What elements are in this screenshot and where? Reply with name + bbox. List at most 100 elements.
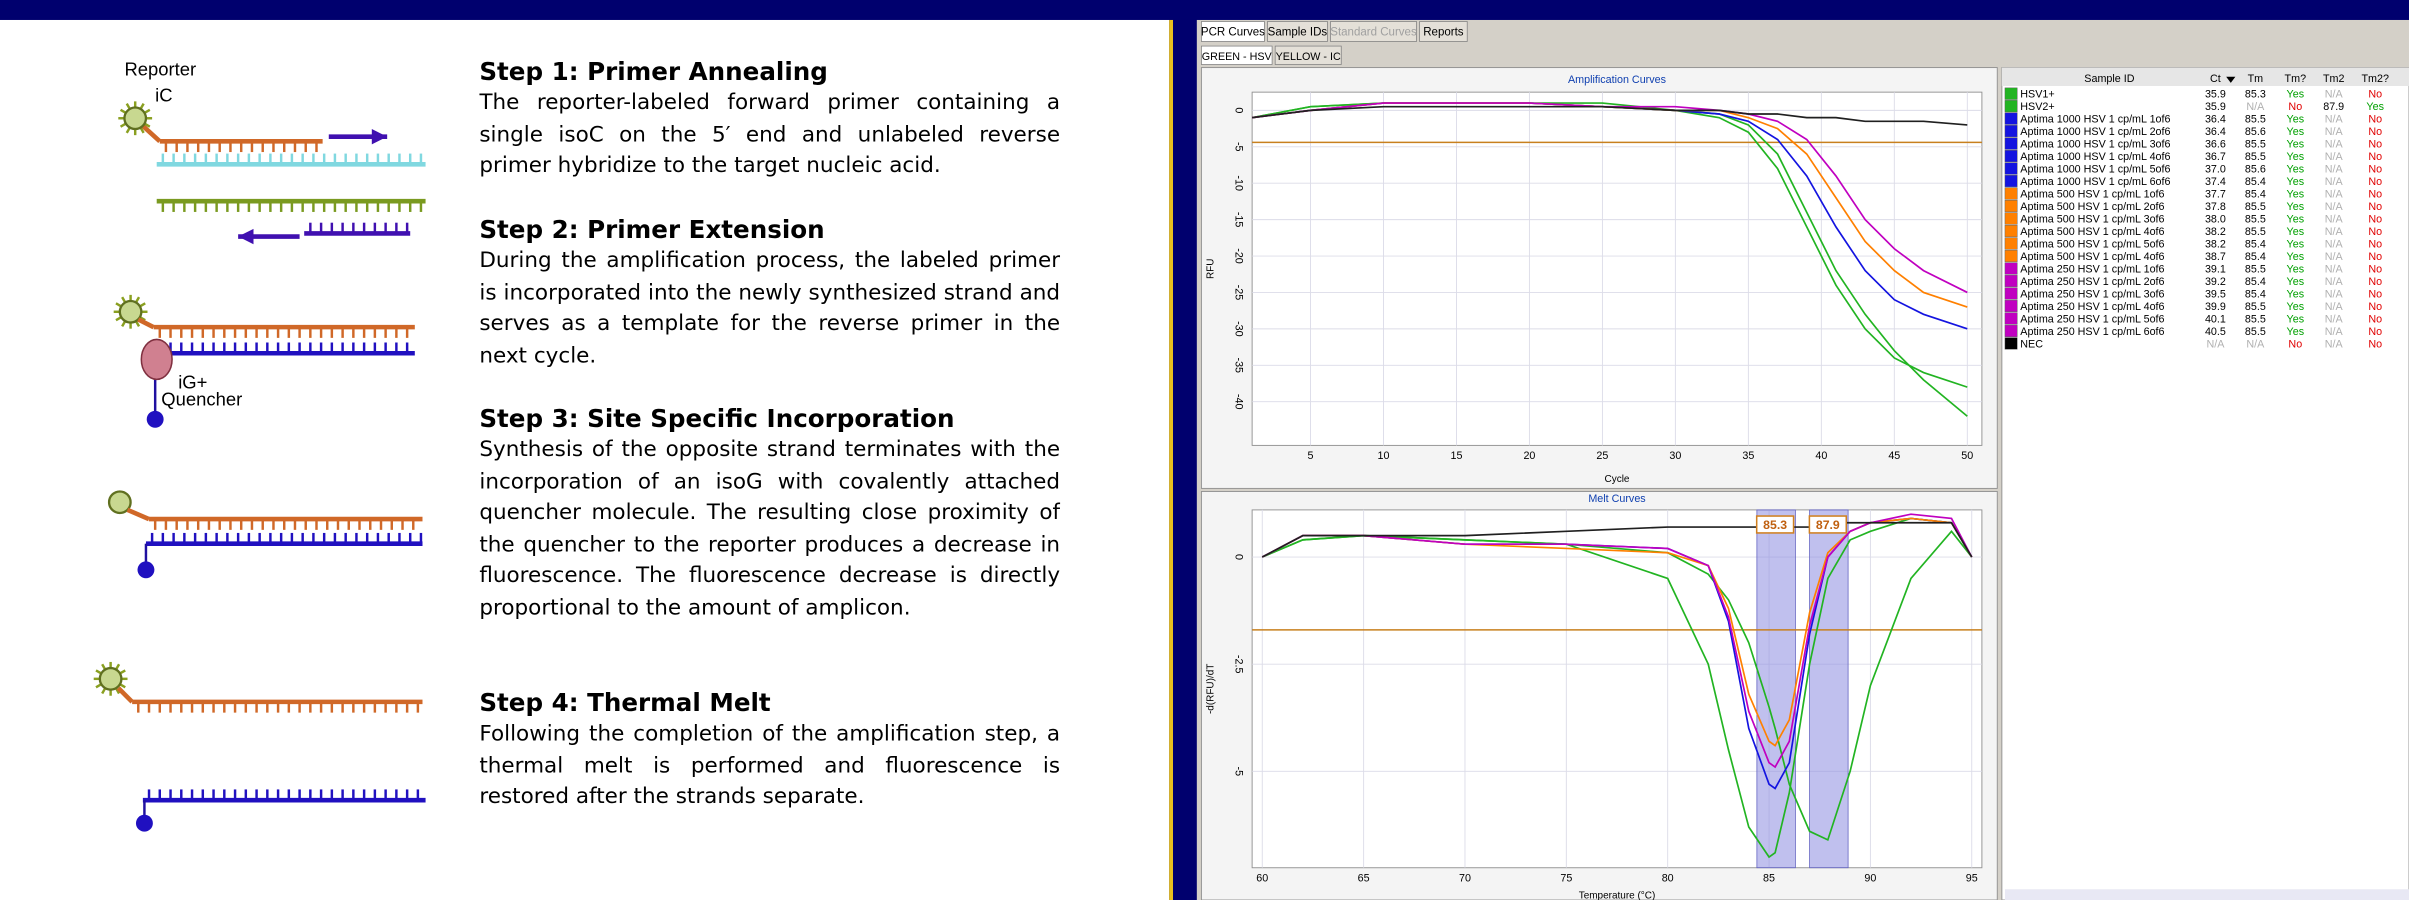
cell: 38.7 xyxy=(2205,251,2226,263)
tab[interactable] xyxy=(1330,21,1417,42)
step-body: The reporter-labeled forward primer cont… xyxy=(479,90,1061,179)
tab-label[interactable]: Reports xyxy=(1423,26,1464,38)
cell: N/A xyxy=(2325,139,2344,151)
x-tick-label: 60 xyxy=(1256,873,1268,885)
cell: 85.5 xyxy=(2245,139,2266,151)
cell: No xyxy=(2368,114,2382,126)
tab-label[interactable]: GREEN - HSV xyxy=(1202,51,1273,63)
tab[interactable] xyxy=(1201,21,1265,42)
swatch xyxy=(2004,112,2018,125)
cell: N/A xyxy=(2325,214,2344,226)
tab-label[interactable]: PCR Curves xyxy=(1201,26,1265,38)
cell: Aptima 500 HSV 1 cp/mL 4of6 xyxy=(2020,251,2164,263)
cell: N/A xyxy=(2325,288,2344,300)
cell: Aptima 250 HSV 1 cp/mL 5of6 xyxy=(2020,313,2164,325)
divider xyxy=(1169,19,1174,900)
column-header[interactable]: Tm xyxy=(2248,73,2264,85)
tab[interactable] xyxy=(1419,21,1468,42)
cell: N/A xyxy=(2325,251,2344,263)
cell: N/A xyxy=(2325,226,2344,238)
cell: No xyxy=(2368,313,2382,325)
cell: N/A xyxy=(2325,326,2344,338)
tab-label[interactable]: Sample IDs xyxy=(1268,26,1328,38)
cell: 85.4 xyxy=(2245,189,2266,201)
step-title: Step 3: Site Specific Incorporation xyxy=(479,403,955,434)
x-tick-label: 35 xyxy=(1742,450,1754,462)
cell: No xyxy=(2368,326,2382,338)
cell: No xyxy=(2368,239,2382,251)
plot-area xyxy=(1251,509,1983,869)
quencher xyxy=(137,561,155,579)
cell: Aptima 1000 HSV 1 cp/mL 1of6 xyxy=(2020,114,2170,126)
reporter xyxy=(107,490,132,515)
quencher xyxy=(135,814,153,832)
label: iG+ xyxy=(178,372,207,393)
cell: Yes xyxy=(2287,151,2305,163)
cell: No xyxy=(2368,276,2382,288)
peak-label-box xyxy=(1755,515,1795,534)
step-title: Step 4: Thermal Melt xyxy=(479,688,771,718)
x-tick-label: 40 xyxy=(1815,450,1827,462)
reporter xyxy=(123,106,148,131)
column-header[interactable]: Tm2 xyxy=(2323,73,2345,85)
cell: 85.5 xyxy=(2245,263,2266,275)
tab-label[interactable]: YELLOW - IC xyxy=(1276,51,1341,63)
cell: 85.3 xyxy=(2245,89,2266,101)
y-tick-label: -35 xyxy=(1232,358,1244,374)
x-tick-label: 90 xyxy=(1864,873,1876,885)
cell: 85.4 xyxy=(2245,176,2266,188)
linker xyxy=(116,686,134,704)
x-tick-label: 20 xyxy=(1523,450,1535,462)
cell: N/A xyxy=(2325,301,2344,313)
cell: Aptima 1000 HSV 1 cp/mL 2of6 xyxy=(2020,126,2170,138)
cell: 87.9 xyxy=(2323,101,2344,113)
x-tick-label: 25 xyxy=(1596,450,1608,462)
scrollbar[interactable] xyxy=(2004,889,2409,900)
swatch xyxy=(2004,337,2018,350)
cell: Aptima 500 HSV 1 cp/mL 4of6 xyxy=(2020,226,2164,238)
reporter xyxy=(118,299,143,324)
cell: Yes xyxy=(2287,176,2305,188)
cell: No xyxy=(2368,189,2382,201)
swatch xyxy=(2004,262,2018,275)
y-tick-label: -5 xyxy=(1232,767,1244,777)
y-tick-label: -40 xyxy=(1232,394,1244,410)
cell: Aptima 500 HSV 1 cp/mL 2of6 xyxy=(2020,201,2164,213)
step-body: Following the completion of the amplific… xyxy=(479,721,1061,810)
cell: Yes xyxy=(2287,263,2305,275)
cell: 85.4 xyxy=(2245,251,2266,263)
cell: N/A xyxy=(2325,189,2344,201)
arrow-head xyxy=(238,228,254,245)
tab[interactable] xyxy=(1274,45,1342,65)
cell: 38.2 xyxy=(2205,226,2226,238)
tab[interactable] xyxy=(1267,21,1328,42)
table-panel xyxy=(2001,67,2409,900)
cell: Aptima 500 HSV 1 cp/mL 5of6 xyxy=(2020,239,2164,251)
x-tick-label: 30 xyxy=(1669,450,1681,462)
tab[interactable] xyxy=(1201,45,1273,65)
cell: NEC xyxy=(2020,338,2043,350)
column-header[interactable]: Tm? xyxy=(2285,73,2307,85)
sort-indicator xyxy=(2226,76,2236,83)
cell: 85.5 xyxy=(2245,214,2266,226)
swatch xyxy=(2004,212,2018,225)
cell: Yes xyxy=(2366,101,2384,113)
cell: 36.4 xyxy=(2205,114,2226,126)
swatch xyxy=(2004,199,2018,213)
cell: N/A xyxy=(2325,151,2344,163)
column-header[interactable]: Tm2? xyxy=(2361,73,2389,85)
cell: 85.4 xyxy=(2245,276,2266,288)
cell: N/A xyxy=(2325,276,2344,288)
cell: 85.5 xyxy=(2245,226,2266,238)
x-tick-label: 10 xyxy=(1377,450,1389,462)
cell: N/A xyxy=(2325,338,2344,350)
cell: N/A xyxy=(2246,101,2265,113)
swatch xyxy=(2004,274,2018,288)
y-axis-label: RFU xyxy=(1206,259,1217,279)
column-header[interactable]: Sample ID xyxy=(2084,73,2134,85)
cell: No xyxy=(2368,214,2382,226)
cell: Yes xyxy=(2287,189,2305,201)
cell: 85.5 xyxy=(2245,313,2266,325)
column-header[interactable]: Ct xyxy=(2210,73,2221,85)
cell: 35.9 xyxy=(2205,101,2226,113)
